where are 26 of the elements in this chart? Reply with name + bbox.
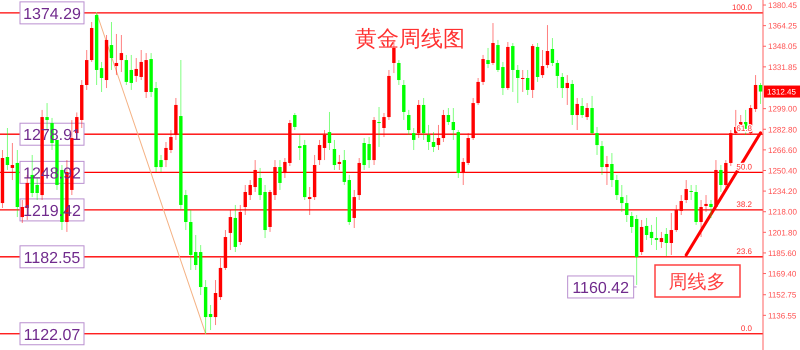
annotation: 0.0 (740, 324, 753, 333)
y-tick-label: 1201.80 (768, 228, 798, 238)
y-tick-label: 1185.60 (768, 248, 797, 258)
annotation: 1160.42 (572, 280, 630, 297)
y-tick-label: 1250.40 (768, 166, 798, 176)
text: 黄金周线图 (355, 26, 465, 51)
y-tick-label: 1136.55 (768, 311, 797, 320)
y-tick-label: 1299.00 (768, 104, 798, 114)
annotation: 100.0 (732, 2, 753, 12)
y-tick-label: 1234.20 (768, 187, 798, 196)
y-tick-label: 1282.80 (768, 125, 798, 134)
y-tick-label: 1218.00 (768, 208, 798, 217)
y-tick-label: 1331.85 (768, 62, 798, 72)
y-tick-label: 1169.40 (768, 270, 797, 279)
ref-line-label: 1182.55 (24, 250, 80, 267)
y-tick-label: 1266.60 (768, 146, 798, 155)
annotation: 23.6 (736, 246, 753, 256)
y-tick-label: 1364.25 (768, 22, 798, 31)
y-tick-label: 1348.05 (768, 42, 798, 52)
y-tick-label: 1152.75 (768, 290, 797, 300)
ref-line-label: 1122.07 (24, 326, 80, 344)
annotation: 周线多 (668, 272, 726, 293)
annotation: 38.2 (736, 200, 753, 209)
annotation: 1312.45 (767, 88, 796, 97)
ref-line-label: 1374.29 (23, 6, 82, 23)
y-tick-label: 1380.45 (768, 1, 798, 10)
